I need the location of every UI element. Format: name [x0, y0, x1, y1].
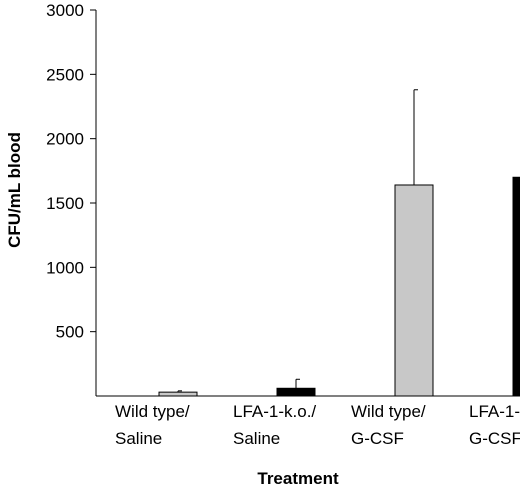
y-tick-label: 500: [56, 323, 84, 342]
error-bars: [177, 89, 418, 393]
category-labels: Wild type/Saline LFA-1-k.o./ Saline Wild ty…: [115, 402, 520, 448]
bar: [394, 184, 434, 397]
y-axis-title: CFU/mL blood: [5, 132, 24, 248]
category-label-line1: Wild type/: [115, 402, 190, 421]
y-tick-label: 1000: [46, 258, 84, 277]
category-label-line1: LFA-1-k.o./: [469, 402, 520, 421]
category-label-line2: G-CSF: [351, 429, 404, 448]
y-axis-ticks: 500 1000 1500 2000 2500 3000: [46, 1, 96, 342]
bar: [158, 391, 198, 397]
y-tick-label: 2500: [46, 65, 84, 84]
bar: [276, 387, 316, 397]
bar: [512, 176, 520, 397]
y-tick-label: 1500: [46, 194, 84, 213]
y-tick-label: 3000: [46, 1, 84, 20]
x-axis-title: Treatment: [257, 469, 339, 488]
category-label-line1: Wild type/: [351, 402, 426, 421]
category-label-line2: Saline: [233, 429, 280, 448]
bars: [158, 176, 520, 397]
category-label-line1: LFA-1-k.o./: [233, 402, 316, 421]
category-label-line2: Saline: [115, 429, 162, 448]
y-tick-label: 2000: [46, 130, 84, 149]
category-label-line2: G-CSF: [469, 429, 520, 448]
